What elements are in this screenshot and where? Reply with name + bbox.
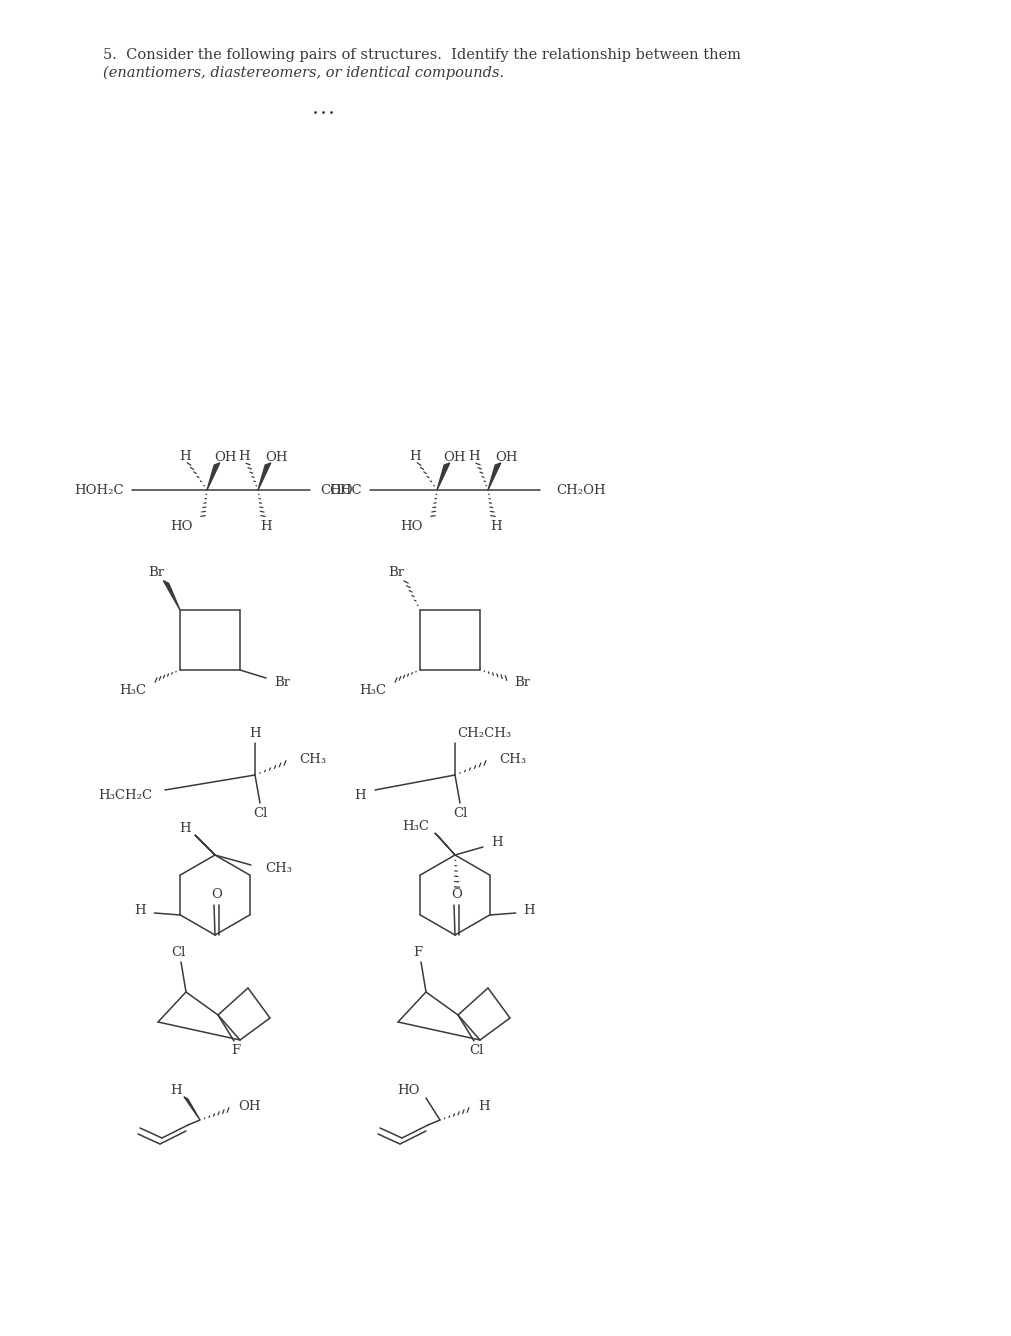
Text: H₃C: H₃C: [402, 820, 429, 834]
Text: H₃CH₂C: H₃CH₂C: [98, 788, 152, 802]
Text: HO: HO: [400, 520, 423, 533]
Text: H: H: [179, 449, 191, 462]
Text: H₃C: H₃C: [119, 684, 146, 696]
Text: OH: OH: [265, 450, 287, 464]
Text: O: O: [452, 888, 462, 902]
Text: Br: Br: [148, 565, 164, 578]
Text: H: H: [491, 836, 502, 850]
Polygon shape: [207, 462, 219, 490]
Text: Br: Br: [274, 676, 290, 688]
Text: CHO: CHO: [320, 484, 353, 497]
Polygon shape: [258, 462, 271, 490]
Text: F: F: [232, 1045, 241, 1058]
Text: CH₂OH: CH₂OH: [556, 484, 606, 497]
Text: H: H: [134, 904, 147, 918]
Text: H: H: [355, 788, 366, 802]
Text: Br: Br: [514, 676, 530, 688]
Text: H: H: [171, 1083, 182, 1097]
Text: OH: OH: [494, 450, 518, 464]
Text: H: H: [490, 520, 501, 533]
Text: (enantiomers, diastereomers, or identical compounds.: (enantiomers, diastereomers, or identica…: [103, 65, 504, 80]
Polygon shape: [184, 1097, 200, 1120]
Text: CH₃: CH₃: [299, 752, 326, 766]
Text: CH₂CH₃: CH₂CH₃: [457, 727, 512, 740]
Polygon shape: [195, 835, 215, 855]
Text: 5.  Consider the following pairs of structures.  Identify the relationship betwe: 5. Consider the following pairs of struc…: [103, 48, 741, 61]
Text: H: H: [239, 449, 250, 462]
Text: H₃C: H₃C: [359, 684, 386, 696]
Text: Cl: Cl: [453, 807, 467, 819]
Text: OH: OH: [444, 450, 466, 464]
Text: H: H: [249, 727, 261, 740]
Polygon shape: [437, 462, 450, 490]
Text: Br: Br: [388, 565, 404, 578]
Polygon shape: [435, 832, 455, 855]
Text: H: H: [468, 449, 480, 462]
Text: Cl: Cl: [469, 1045, 483, 1058]
Text: H: H: [524, 904, 535, 918]
Text: OH: OH: [238, 1100, 261, 1113]
Text: HO: HO: [397, 1083, 420, 1097]
Text: OHC: OHC: [330, 484, 362, 497]
Text: H: H: [478, 1100, 489, 1113]
Polygon shape: [488, 462, 500, 490]
Polygon shape: [164, 581, 180, 611]
Text: HOH₂C: HOH₂C: [75, 484, 124, 497]
Text: F: F: [413, 946, 423, 958]
Text: Cl: Cl: [171, 946, 185, 958]
Text: H: H: [409, 449, 421, 462]
Text: HO: HO: [171, 520, 193, 533]
Text: CH₃: CH₃: [265, 863, 292, 875]
Text: CH₃: CH₃: [499, 752, 526, 766]
Text: O: O: [211, 888, 222, 902]
Text: OH: OH: [213, 450, 237, 464]
Text: H: H: [179, 823, 191, 835]
Text: H: H: [260, 520, 272, 533]
Text: Cl: Cl: [253, 807, 267, 819]
